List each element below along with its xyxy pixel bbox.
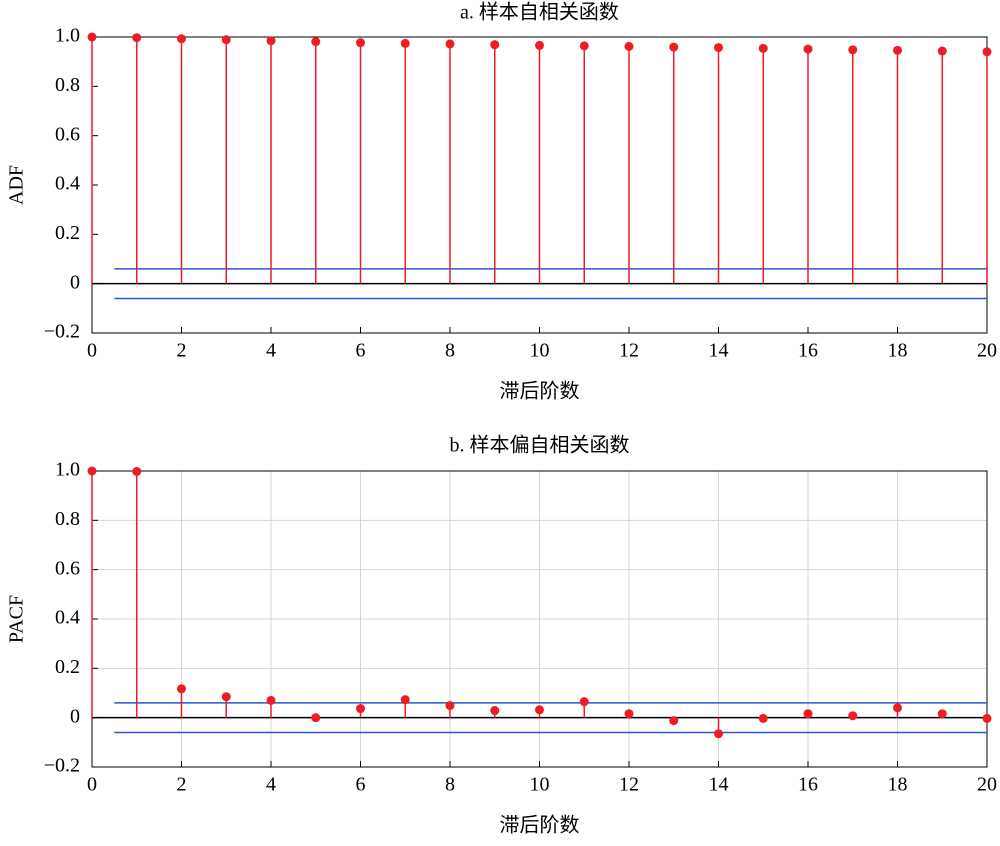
chart-title: b. 样本偏自相关函数 xyxy=(450,434,630,457)
y-axis-label: ADF xyxy=(6,165,28,205)
y-tick-label: 1.0 xyxy=(55,459,80,481)
stem-marker xyxy=(400,695,410,705)
x-tick-label: 20 xyxy=(977,774,997,796)
y-tick-label: −0.2 xyxy=(44,321,80,343)
stem-marker xyxy=(937,709,947,719)
x-tick-label: 2 xyxy=(177,340,187,362)
stem-marker xyxy=(982,713,992,723)
x-axis-label: 滞后阶数 xyxy=(500,380,580,403)
stem-marker xyxy=(87,32,97,42)
x-tick-label: 4 xyxy=(266,774,276,796)
stem-marker xyxy=(624,709,634,719)
y-tick-label: 0.4 xyxy=(55,607,80,629)
stem-marker xyxy=(177,684,186,694)
x-tick-label: 18 xyxy=(888,340,908,362)
stem-marker xyxy=(221,692,231,702)
y-tick-label: 0.8 xyxy=(55,74,80,96)
x-tick-label: 8 xyxy=(445,340,455,362)
x-tick-label: 4 xyxy=(266,340,276,362)
stem-marker xyxy=(177,34,186,44)
x-tick-label: 12 xyxy=(619,340,639,362)
x-tick-label: 6 xyxy=(356,774,366,796)
y-tick-label: 0 xyxy=(70,705,80,727)
y-tick-label: 1.0 xyxy=(55,25,80,47)
stem-marker xyxy=(132,33,142,43)
stem-marker xyxy=(758,713,768,723)
x-tick-label: 0 xyxy=(87,340,97,362)
y-tick-label: 0.6 xyxy=(55,557,80,579)
stem-marker xyxy=(803,44,813,54)
stem-marker xyxy=(445,701,455,711)
chart-title: a. 样本自相关函数 xyxy=(460,1,619,24)
stem-marker xyxy=(803,709,813,719)
x-tick-label: 12 xyxy=(619,774,639,796)
stem-marker xyxy=(893,45,902,55)
stem-marker xyxy=(400,38,410,48)
x-tick-label: 6 xyxy=(356,340,366,362)
stem-marker xyxy=(221,35,231,45)
stem-marker xyxy=(758,43,768,53)
x-tick-label: 10 xyxy=(530,340,550,362)
x-tick-label: 14 xyxy=(709,774,729,796)
stem-marker xyxy=(356,704,365,714)
x-axis-label: 滞后阶数 xyxy=(500,814,580,837)
stem-marker xyxy=(356,38,365,48)
y-tick-label: 0.2 xyxy=(55,222,80,244)
x-tick-label: 16 xyxy=(798,340,818,362)
stem-marker xyxy=(490,706,500,716)
stem-marker xyxy=(937,46,947,56)
x-tick-label: 14 xyxy=(709,340,729,362)
y-tick-label: 0.4 xyxy=(55,173,80,195)
y-tick-label: 0 xyxy=(70,271,80,293)
stem-marker xyxy=(982,47,992,57)
y-tick-label: 0.8 xyxy=(55,508,80,530)
stem-marker xyxy=(311,713,321,723)
stem-marker xyxy=(311,37,321,47)
stem-marker xyxy=(848,711,858,721)
stem-marker xyxy=(714,43,723,53)
y-tick-label: 0.2 xyxy=(55,656,80,678)
stem-marker xyxy=(579,697,589,707)
stem-marker xyxy=(714,729,723,739)
stem-marker xyxy=(535,40,544,50)
stem-marker xyxy=(87,466,97,476)
x-tick-label: 8 xyxy=(445,774,455,796)
y-tick-label: −0.2 xyxy=(44,755,80,777)
x-tick-label: 2 xyxy=(177,774,187,796)
x-tick-label: 10 xyxy=(530,774,550,796)
y-tick-label: 0.6 xyxy=(55,123,80,145)
stem-marker xyxy=(669,42,679,52)
x-tick-label: 18 xyxy=(888,774,908,796)
stem-marker xyxy=(893,703,902,713)
stem-marker xyxy=(132,466,142,476)
stem-marker xyxy=(266,36,276,46)
stem-marker xyxy=(624,41,634,51)
stem-marker xyxy=(535,705,544,715)
y-axis-label: PACF xyxy=(6,595,28,643)
stem-marker xyxy=(669,716,679,726)
x-tick-label: 16 xyxy=(798,774,818,796)
x-tick-label: 0 xyxy=(87,774,97,796)
stem-marker xyxy=(266,695,276,705)
stem-marker xyxy=(579,41,589,51)
stem-marker xyxy=(490,40,500,50)
x-tick-label: 20 xyxy=(977,340,997,362)
stem-marker xyxy=(848,45,858,55)
stem-marker xyxy=(445,39,455,49)
